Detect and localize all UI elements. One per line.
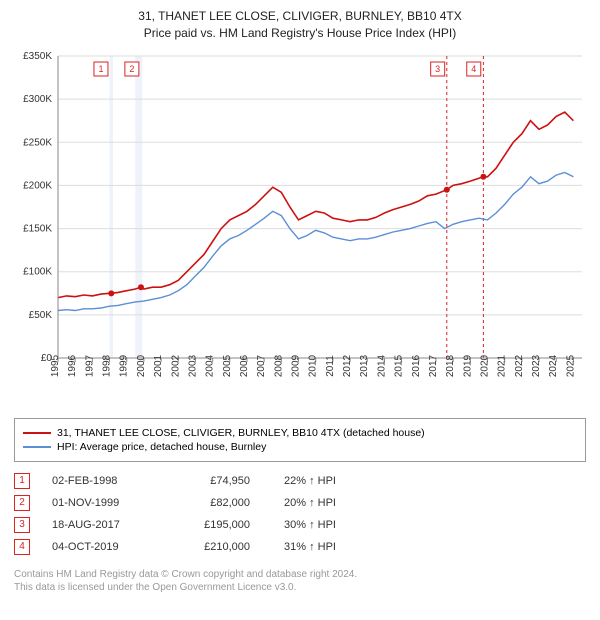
svg-text:2002: 2002 [170, 354, 181, 377]
svg-text:2018: 2018 [445, 354, 456, 377]
svg-text:£150K: £150K [23, 223, 52, 234]
svg-text:2003: 2003 [187, 354, 198, 377]
svg-text:2016: 2016 [411, 354, 422, 377]
legend-label: 31, THANET LEE CLOSE, CLIVIGER, BURNLEY,… [57, 427, 425, 439]
svg-text:£350K: £350K [23, 51, 52, 62]
chart-container: 31, THANET LEE CLOSE, CLIVIGER, BURNLEY,… [0, 0, 600, 603]
event-price: £82,000 [170, 497, 250, 509]
event-price: £210,000 [170, 541, 250, 553]
title-line-2: Price paid vs. HM Land Registry's House … [10, 25, 590, 42]
svg-text:1998: 1998 [102, 354, 113, 377]
event-date: 04-OCT-2019 [52, 541, 152, 553]
svg-text:2020: 2020 [480, 354, 491, 377]
svg-text:2006: 2006 [239, 354, 250, 377]
svg-text:2017: 2017 [428, 354, 439, 377]
title-line-1: 31, THANET LEE CLOSE, CLIVIGER, BURNLEY,… [10, 8, 590, 25]
svg-text:£250K: £250K [23, 137, 52, 148]
legend-item: 31, THANET LEE CLOSE, CLIVIGER, BURNLEY,… [23, 427, 577, 439]
svg-text:2010: 2010 [308, 354, 319, 377]
svg-text:2019: 2019 [462, 354, 473, 377]
svg-text:2013: 2013 [359, 354, 370, 377]
event-marker: 1 [14, 473, 30, 489]
svg-text:2001: 2001 [153, 354, 164, 377]
svg-text:2004: 2004 [205, 354, 216, 377]
legend-swatch [23, 432, 51, 434]
event-row: 3 18-AUG-2017 £195,000 30% ↑ HPI [14, 514, 586, 536]
event-marker: 3 [14, 517, 30, 533]
svg-text:£300K: £300K [23, 94, 52, 105]
event-pct: 30% ↑ HPI [268, 519, 368, 531]
svg-text:2014: 2014 [376, 354, 387, 377]
svg-text:1995: 1995 [50, 354, 61, 377]
event-price: £195,000 [170, 519, 250, 531]
event-pct: 31% ↑ HPI [268, 541, 368, 553]
svg-text:2000: 2000 [136, 354, 147, 377]
svg-text:2005: 2005 [222, 354, 233, 377]
svg-text:4: 4 [471, 64, 476, 74]
event-row: 4 04-OCT-2019 £210,000 31% ↑ HPI [14, 536, 586, 558]
svg-text:2024: 2024 [548, 354, 559, 377]
svg-text:£200K: £200K [23, 180, 52, 191]
event-row: 1 02-FEB-1998 £74,950 22% ↑ HPI [14, 470, 586, 492]
svg-text:2008: 2008 [273, 354, 284, 377]
svg-text:3: 3 [435, 64, 440, 74]
legend-item: HPI: Average price, detached house, Burn… [23, 441, 577, 453]
svg-text:2: 2 [129, 64, 134, 74]
svg-text:1997: 1997 [84, 354, 95, 377]
svg-text:1: 1 [98, 64, 103, 74]
footer-attribution: Contains HM Land Registry data © Crown c… [14, 568, 586, 595]
event-marker: 2 [14, 495, 30, 511]
svg-text:2023: 2023 [531, 354, 542, 377]
titles: 31, THANET LEE CLOSE, CLIVIGER, BURNLEY,… [10, 8, 590, 42]
svg-text:1996: 1996 [67, 354, 78, 377]
svg-text:2007: 2007 [256, 354, 267, 377]
svg-text:2012: 2012 [342, 354, 353, 377]
svg-text:2011: 2011 [325, 354, 336, 376]
legend: 31, THANET LEE CLOSE, CLIVIGER, BURNLEY,… [14, 418, 586, 462]
event-marker: 4 [14, 539, 30, 555]
event-pct: 20% ↑ HPI [268, 497, 368, 509]
event-date: 01-NOV-1999 [52, 497, 152, 509]
legend-swatch [23, 446, 51, 448]
svg-text:£100K: £100K [23, 266, 52, 277]
legend-label: HPI: Average price, detached house, Burn… [57, 441, 266, 453]
event-date: 02-FEB-1998 [52, 475, 152, 487]
svg-text:1999: 1999 [119, 354, 130, 377]
event-price: £74,950 [170, 475, 250, 487]
svg-text:2025: 2025 [565, 354, 576, 377]
svg-text:2009: 2009 [291, 354, 302, 377]
footer-line-2: This data is licensed under the Open Gov… [14, 581, 586, 595]
svg-text:£50K: £50K [29, 309, 53, 320]
svg-text:2021: 2021 [497, 354, 508, 377]
svg-text:2015: 2015 [394, 354, 405, 377]
event-row: 2 01-NOV-1999 £82,000 20% ↑ HPI [14, 492, 586, 514]
events-table: 1 02-FEB-1998 £74,950 22% ↑ HPI 2 01-NOV-1999… [14, 470, 586, 558]
chart-area: £0£50K£100K£150K£200K£250K£300K£350K1995… [10, 48, 590, 408]
event-pct: 22% ↑ HPI [268, 475, 368, 487]
footer-line-1: Contains HM Land Registry data © Crown c… [14, 568, 586, 582]
line-chart: £0£50K£100K£150K£200K£250K£300K£350K1995… [10, 48, 590, 408]
event-date: 18-AUG-2017 [52, 519, 152, 531]
svg-text:2022: 2022 [514, 354, 525, 377]
